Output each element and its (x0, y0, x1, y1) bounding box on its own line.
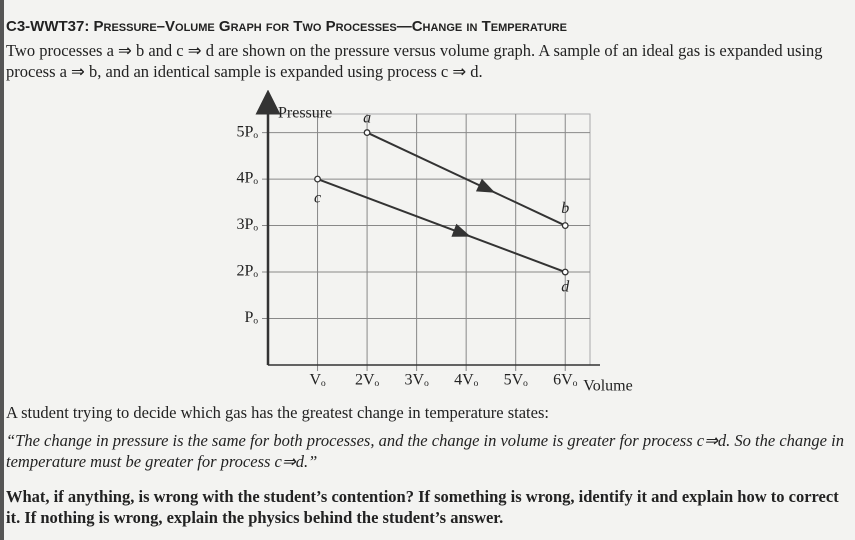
statement: A student trying to decide which gas has… (6, 403, 549, 422)
x-tick-label: 5Vₒ (504, 372, 529, 389)
y-tick-label: 2Pₒ (236, 263, 258, 280)
point-label: d (561, 279, 570, 296)
quote: “The change in pressure is the same for … (6, 431, 844, 471)
y-axis-label: Pressure (278, 105, 332, 122)
y-tick-label: 5Pₒ (236, 123, 258, 140)
point-label: c (314, 190, 321, 207)
direction-arrow (475, 178, 496, 193)
chart: Vₒ 2Vₒ 3Vₒ 4Vₒ 5Vₒ 6Vₒ Pₒ 2Pₒ 3Pₒ 4Pₒ 5Pₒ Pressure V… (236, 90, 633, 395)
direction-arrow (451, 223, 471, 237)
x-tick-label: 6Vₒ (553, 372, 578, 389)
point-label: b (561, 200, 569, 217)
state-point (561, 222, 569, 230)
title: C3-WWT37: Pressure–Volume Graph for Two … (6, 18, 567, 35)
intro: Two processes a ⇒ b and c ⇒ d are shown … (6, 41, 823, 81)
process-line (317, 178, 566, 273)
state-point (314, 175, 321, 183)
y-tick-label: 4Pₒ (236, 170, 258, 187)
process-line (366, 131, 566, 227)
x-tick-label: 4Vₒ (454, 372, 479, 389)
x-tick-label: 3Vₒ (405, 372, 430, 389)
point-label: a (363, 109, 371, 126)
question: What, if anything, is wrong with the stu… (6, 487, 839, 527)
x-tick-label: 2Vₒ (355, 372, 380, 389)
plot-frame (267, 113, 591, 366)
y-tick-label: Pₒ (244, 309, 258, 326)
x-tick-label: Vₒ (309, 372, 326, 389)
page-edge (0, 0, 4, 540)
state-point (561, 268, 569, 276)
y-tick-label: 3Pₒ (236, 216, 258, 233)
x-axis-label: Volume (583, 378, 632, 395)
state-point (363, 129, 371, 137)
